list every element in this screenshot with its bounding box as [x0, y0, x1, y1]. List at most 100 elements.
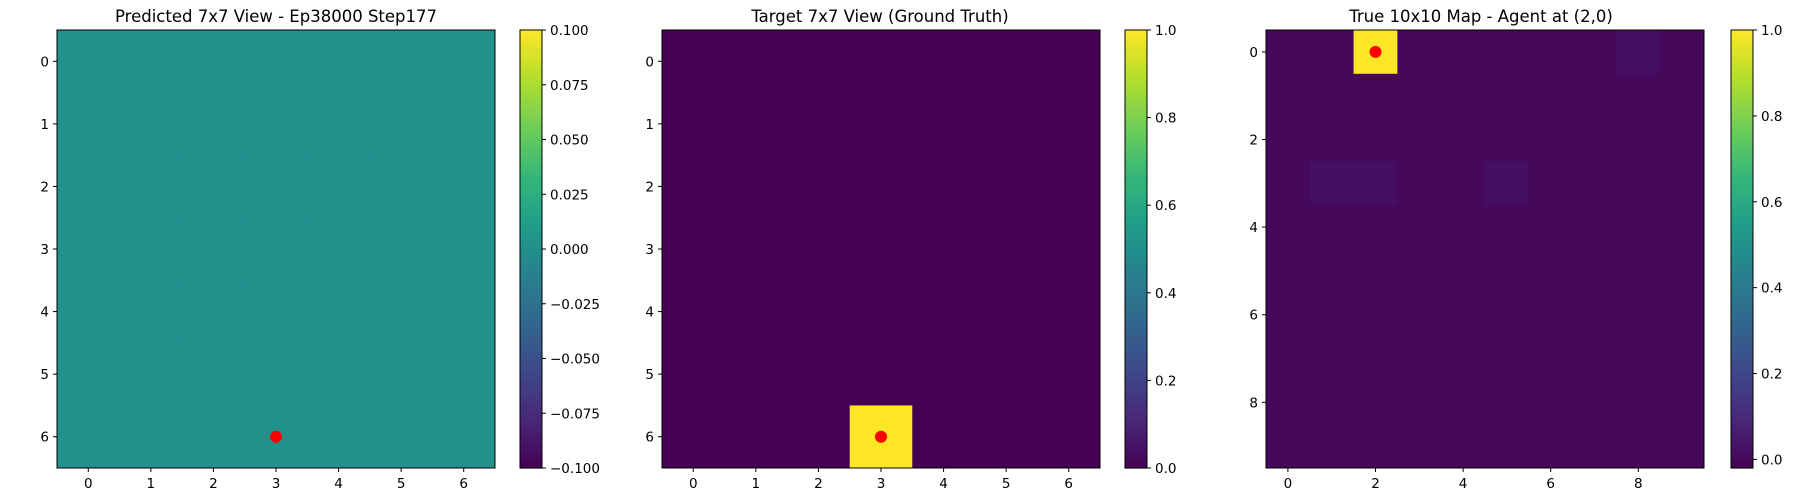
colorbar-segment: [1125, 259, 1147, 265]
colorbar-segment: [1125, 117, 1147, 122]
colorbar-segment: [1731, 351, 1753, 356]
colorbar-segment: [1731, 219, 1753, 225]
colorbar-segment: [520, 168, 542, 173]
colorbar-segment: [520, 113, 542, 119]
colorbar-segment: [1731, 322, 1753, 327]
colorbar-segment: [1731, 402, 1753, 407]
colorbar-segment: [1125, 336, 1147, 341]
heatmap-cell: [1485, 336, 1530, 381]
colorbar-segment: [520, 413, 542, 418]
colorbar-segment: [1125, 395, 1147, 400]
colorbar-tick-label: −0.100: [550, 461, 600, 477]
colorbar-segment: [520, 464, 542, 469]
colorbar-segment: [1731, 212, 1753, 217]
heatmap-cell: [1266, 336, 1311, 381]
y-tick-label: 3: [40, 242, 49, 258]
colorbar-segment: [1731, 336, 1753, 341]
colorbar-segment: [520, 59, 542, 64]
colorbar-segment: [1731, 59, 1753, 64]
colorbar-segment: [520, 227, 542, 232]
colorbar-segment: [520, 110, 542, 115]
colorbar-segment: [1731, 249, 1753, 254]
y-tick-label: 2: [645, 179, 654, 195]
heatmap-cell: [182, 30, 246, 93]
colorbar-segment: [1125, 99, 1147, 104]
heatmap-cell: [1309, 424, 1354, 469]
heatmap-cell: [432, 155, 496, 219]
colorbar-segment: [520, 278, 542, 283]
colorbar-segment: [1731, 384, 1753, 389]
colorbar-segment: [520, 380, 542, 385]
heatmap-cell: [1353, 380, 1398, 425]
colorbar-segment: [1731, 95, 1753, 100]
colorbar-segment: [1731, 33, 1753, 38]
colorbar-segment: [1731, 161, 1753, 166]
colorbar-segment: [1731, 387, 1753, 392]
colorbar-segment: [1125, 33, 1147, 38]
colorbar-segment: [1731, 30, 1753, 35]
colorbar-segment: [1125, 303, 1147, 308]
colorbar-tick-label: 1.0: [1761, 23, 1782, 39]
colorbar-segment: [1125, 81, 1147, 86]
colorbar-segment: [1125, 201, 1147, 206]
colorbar-segment: [520, 73, 542, 79]
colorbar-segment: [520, 281, 542, 287]
heatmap-cell: [57, 92, 120, 156]
colorbar-segment: [520, 161, 542, 166]
colorbar-segment: [1731, 40, 1753, 46]
heatmap-cell: [1441, 380, 1486, 425]
colorbar-segment: [1731, 289, 1753, 294]
heatmap-cell: [244, 155, 308, 219]
colorbar-segment: [520, 373, 542, 378]
colorbar-segment: [520, 442, 542, 447]
heatmap-cell: [182, 342, 246, 406]
heatmap-cell: [662, 217, 725, 281]
colorbar-segment: [520, 318, 542, 323]
heatmap-cell: [1616, 424, 1661, 469]
colorbar-tick-label: 0.2: [1155, 373, 1176, 389]
colorbar-segment: [1125, 252, 1147, 257]
heatmap-cell: [1266, 117, 1311, 162]
heatmap-cell: [787, 92, 851, 156]
colorbar-segment: [1125, 84, 1147, 89]
heatmap-cell: [1485, 292, 1530, 337]
colorbar-segment: [1731, 449, 1753, 454]
colorbar-segment: [1125, 59, 1147, 64]
colorbar-segment: [1125, 241, 1147, 246]
heatmap-cell: [307, 92, 371, 156]
colorbar-segment: [1125, 420, 1147, 425]
colorbar-segment: [1731, 103, 1753, 108]
colorbar-segment: [1731, 380, 1753, 385]
colorbar-segment: [520, 183, 542, 188]
colorbar-segment: [520, 132, 542, 137]
colorbar-segment: [520, 223, 542, 228]
colorbar-segment: [1731, 186, 1753, 192]
colorbar-segment: [1731, 420, 1753, 425]
colorbar-segment: [1731, 157, 1753, 162]
colorbar-segment: [520, 190, 542, 195]
colorbar-segment: [1125, 113, 1147, 119]
heatmap-cell: [1660, 292, 1705, 337]
colorbar-segment: [520, 274, 542, 279]
colorbar-segment: [520, 124, 542, 130]
heatmap-cell: [1616, 336, 1661, 381]
colorbar-segment: [1125, 128, 1147, 133]
x-tick-label: 3: [877, 476, 886, 492]
colorbar-segment: [1125, 391, 1147, 396]
heatmap-cell: [369, 155, 433, 219]
heatmap-cell: [1441, 249, 1486, 294]
colorbar-segment: [1125, 30, 1147, 35]
colorbar-segment: [1731, 431, 1753, 436]
colorbar-segment: [1731, 267, 1753, 272]
heatmap-cell: [119, 342, 183, 406]
colorbar-segment: [1731, 241, 1753, 246]
colorbar-segment: [1125, 409, 1147, 414]
colorbar-segment: [1125, 285, 1147, 290]
colorbar-segment: [520, 267, 542, 272]
colorbar-segment: [520, 358, 542, 363]
colorbar-segment: [1125, 457, 1147, 462]
heatmap-cell: [432, 92, 496, 156]
colorbar-segment: [520, 77, 542, 82]
x-axis-ticks: 0 1 2 3 4 5 6: [689, 468, 1073, 492]
colorbar-segment: [1125, 172, 1147, 177]
